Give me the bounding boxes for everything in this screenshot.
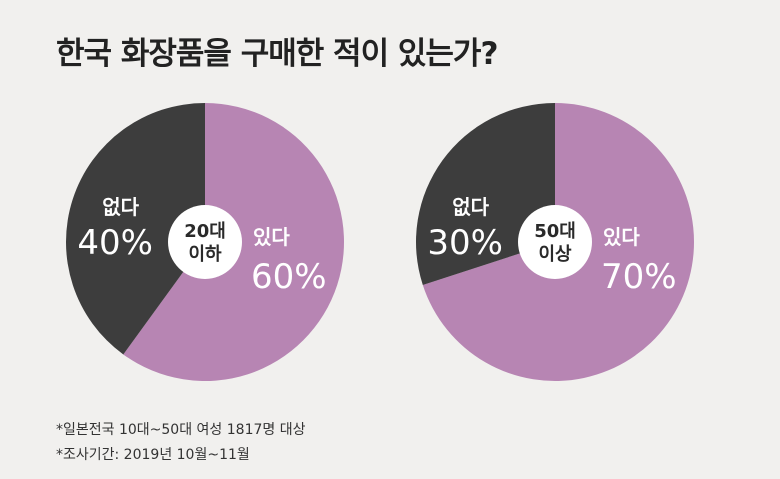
slice-value-label: 70% [601, 257, 677, 297]
slice-value-label: 40% [77, 223, 153, 263]
footnote-sample: *일본전국 10대~50대 여성 1817명 대상 [56, 422, 306, 438]
footnotes: *일본전국 10대~50대 여성 1817명 대상 *조사기간: 2019년 1… [56, 418, 305, 468]
center-badge [518, 205, 592, 279]
slice-value-label: 30% [427, 223, 503, 263]
center-label: 이상 [538, 244, 572, 265]
chart-title: 한국 화장품을 구매한 적이 있는가? [56, 36, 498, 72]
center-badge [168, 205, 242, 279]
slice-label: 있다 [603, 225, 640, 249]
slice-label: 있다 [253, 225, 290, 249]
slice-value-label: 60% [251, 257, 327, 297]
footnote-period: *조사기간: 2019년 10월~11월 [56, 447, 250, 463]
center-label: 50대 [534, 221, 576, 242]
pie-slice-no [66, 103, 205, 355]
slice-label: 없다 [102, 195, 139, 219]
center-label: 20대 [184, 221, 226, 242]
slice-label: 없다 [452, 195, 489, 219]
center-label: 이하 [188, 244, 222, 265]
